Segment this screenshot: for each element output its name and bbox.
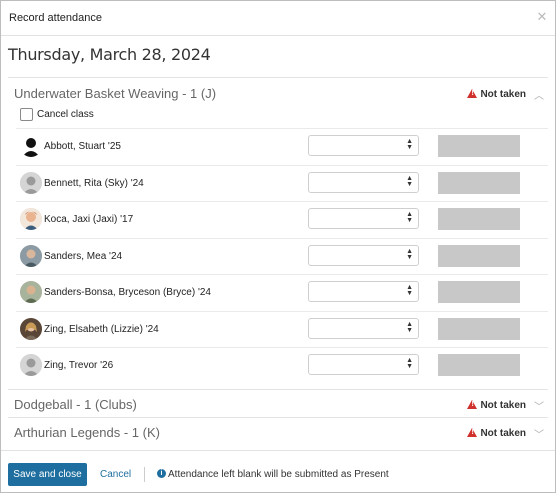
cancel-class-label: Cancel class xyxy=(37,109,94,120)
close-icon[interactable]: ✕ xyxy=(536,9,548,24)
section-name: Underwater Basket Weaving - 1 (J) xyxy=(14,86,217,101)
attendance-select[interactable]: ▲ ▼ xyxy=(308,245,419,266)
avatar xyxy=(20,318,42,340)
note-field[interactable] xyxy=(438,135,520,157)
chevron-up-icon: ︿ xyxy=(534,91,544,102)
student-row: Zing, Elsabeth (Lizzie) '24 ▲ ▼ xyxy=(16,311,548,347)
avatar xyxy=(20,354,42,376)
avatar xyxy=(20,135,42,157)
note-field[interactable] xyxy=(438,172,520,194)
note-field[interactable] xyxy=(438,318,520,340)
avatar xyxy=(20,172,42,194)
attendance-select[interactable]: ▲ ▼ xyxy=(308,281,419,302)
status-badge: Not taken xyxy=(467,399,526,411)
note-field[interactable] xyxy=(438,281,520,303)
select-arrows-icon: ▲ ▼ xyxy=(406,321,413,334)
dialog-footer: Save and close Cancel i Attendance left … xyxy=(1,450,555,492)
attendance-select[interactable]: ▲ ▼ xyxy=(308,318,419,339)
avatar xyxy=(20,208,42,230)
section-name: Dodgeball - 1 (Clubs) xyxy=(14,397,137,412)
student-row: Abbott, Stuart '25 ▲ ▼ xyxy=(16,128,548,164)
attendance-select[interactable]: ▲ ▼ xyxy=(308,208,419,229)
student-row: Sanders-Bonsa, Bryceson (Bryce) '24 ▲ ▼ xyxy=(16,274,548,310)
chevron-down-icon: ﹀ xyxy=(534,402,544,413)
warning-icon xyxy=(467,400,478,409)
select-arrows-icon: ▲ ▼ xyxy=(406,248,413,261)
status-badge: Not taken xyxy=(467,427,526,439)
student-name: Zing, Elsabeth (Lizzie) '24 xyxy=(44,324,159,335)
avatar xyxy=(20,245,42,267)
divider xyxy=(144,467,145,482)
select-arrows-icon: ▲ ▼ xyxy=(406,138,413,151)
attendance-select[interactable]: ▲ ▼ xyxy=(308,135,419,156)
student-name: Sanders, Mea '24 xyxy=(44,251,123,262)
section-header-underwater-basket-weaving[interactable]: Underwater Basket Weaving - 1 (J) Not ta… xyxy=(8,79,548,107)
section-name: Arthurian Legends - 1 (K) xyxy=(14,425,160,440)
dialog-title: Record attendance xyxy=(9,12,102,24)
divider xyxy=(8,389,548,390)
cancel-button[interactable]: Cancel xyxy=(100,469,132,480)
note-field[interactable] xyxy=(438,354,520,376)
select-arrows-icon: ▲ ▼ xyxy=(406,175,413,188)
divider xyxy=(8,417,548,418)
cancel-class-checkbox[interactable] xyxy=(20,108,33,121)
student-row: Bennett, Rita (Sky) '24 ▲ ▼ xyxy=(16,165,548,201)
attendance-select[interactable]: ▲ ▼ xyxy=(308,354,419,375)
save-and-close-button[interactable]: Save and close xyxy=(8,463,87,486)
warning-icon xyxy=(467,89,478,98)
attendance-date: Thursday, March 28, 2024 xyxy=(8,45,211,64)
student-row: Koca, Jaxi (Jaxi) '17 ▲ ▼ xyxy=(16,201,548,237)
student-name: Abbott, Stuart '25 xyxy=(44,141,121,152)
student-name: Zing, Trevor '26 xyxy=(44,360,114,371)
student-name: Sanders-Bonsa, Bryceson (Bryce) '24 xyxy=(44,287,211,298)
student-name: Koca, Jaxi (Jaxi) '17 xyxy=(44,214,134,225)
avatar xyxy=(20,281,42,303)
student-name: Bennett, Rita (Sky) '24 xyxy=(44,178,144,189)
section-header-arthurian-legends[interactable]: Arthurian Legends - 1 (K) Not taken ﹀ xyxy=(8,418,548,446)
section-header-dodgeball[interactable]: Dodgeball - 1 (Clubs) Not taken ﹀ xyxy=(8,390,548,418)
info-text: Attendance left blank will be submitted … xyxy=(168,469,389,480)
note-field[interactable] xyxy=(438,208,520,230)
note-field[interactable] xyxy=(438,245,520,267)
student-row: Sanders, Mea '24 ▲ ▼ xyxy=(16,238,548,274)
status-badge: Not taken xyxy=(467,88,526,100)
warning-icon xyxy=(467,428,478,437)
select-arrows-icon: ▲ ▼ xyxy=(406,284,413,297)
select-arrows-icon: ▲ ▼ xyxy=(406,211,413,224)
student-row: Zing, Trevor '26 ▲ ▼ xyxy=(16,347,548,383)
divider xyxy=(8,77,548,78)
info-icon: i xyxy=(157,469,166,478)
attendance-select[interactable]: ▲ ▼ xyxy=(308,172,419,193)
chevron-down-icon: ﹀ xyxy=(534,430,544,441)
dialog-titlebar: Record attendance ✕ xyxy=(1,1,555,36)
select-arrows-icon: ▲ ▼ xyxy=(406,357,413,370)
